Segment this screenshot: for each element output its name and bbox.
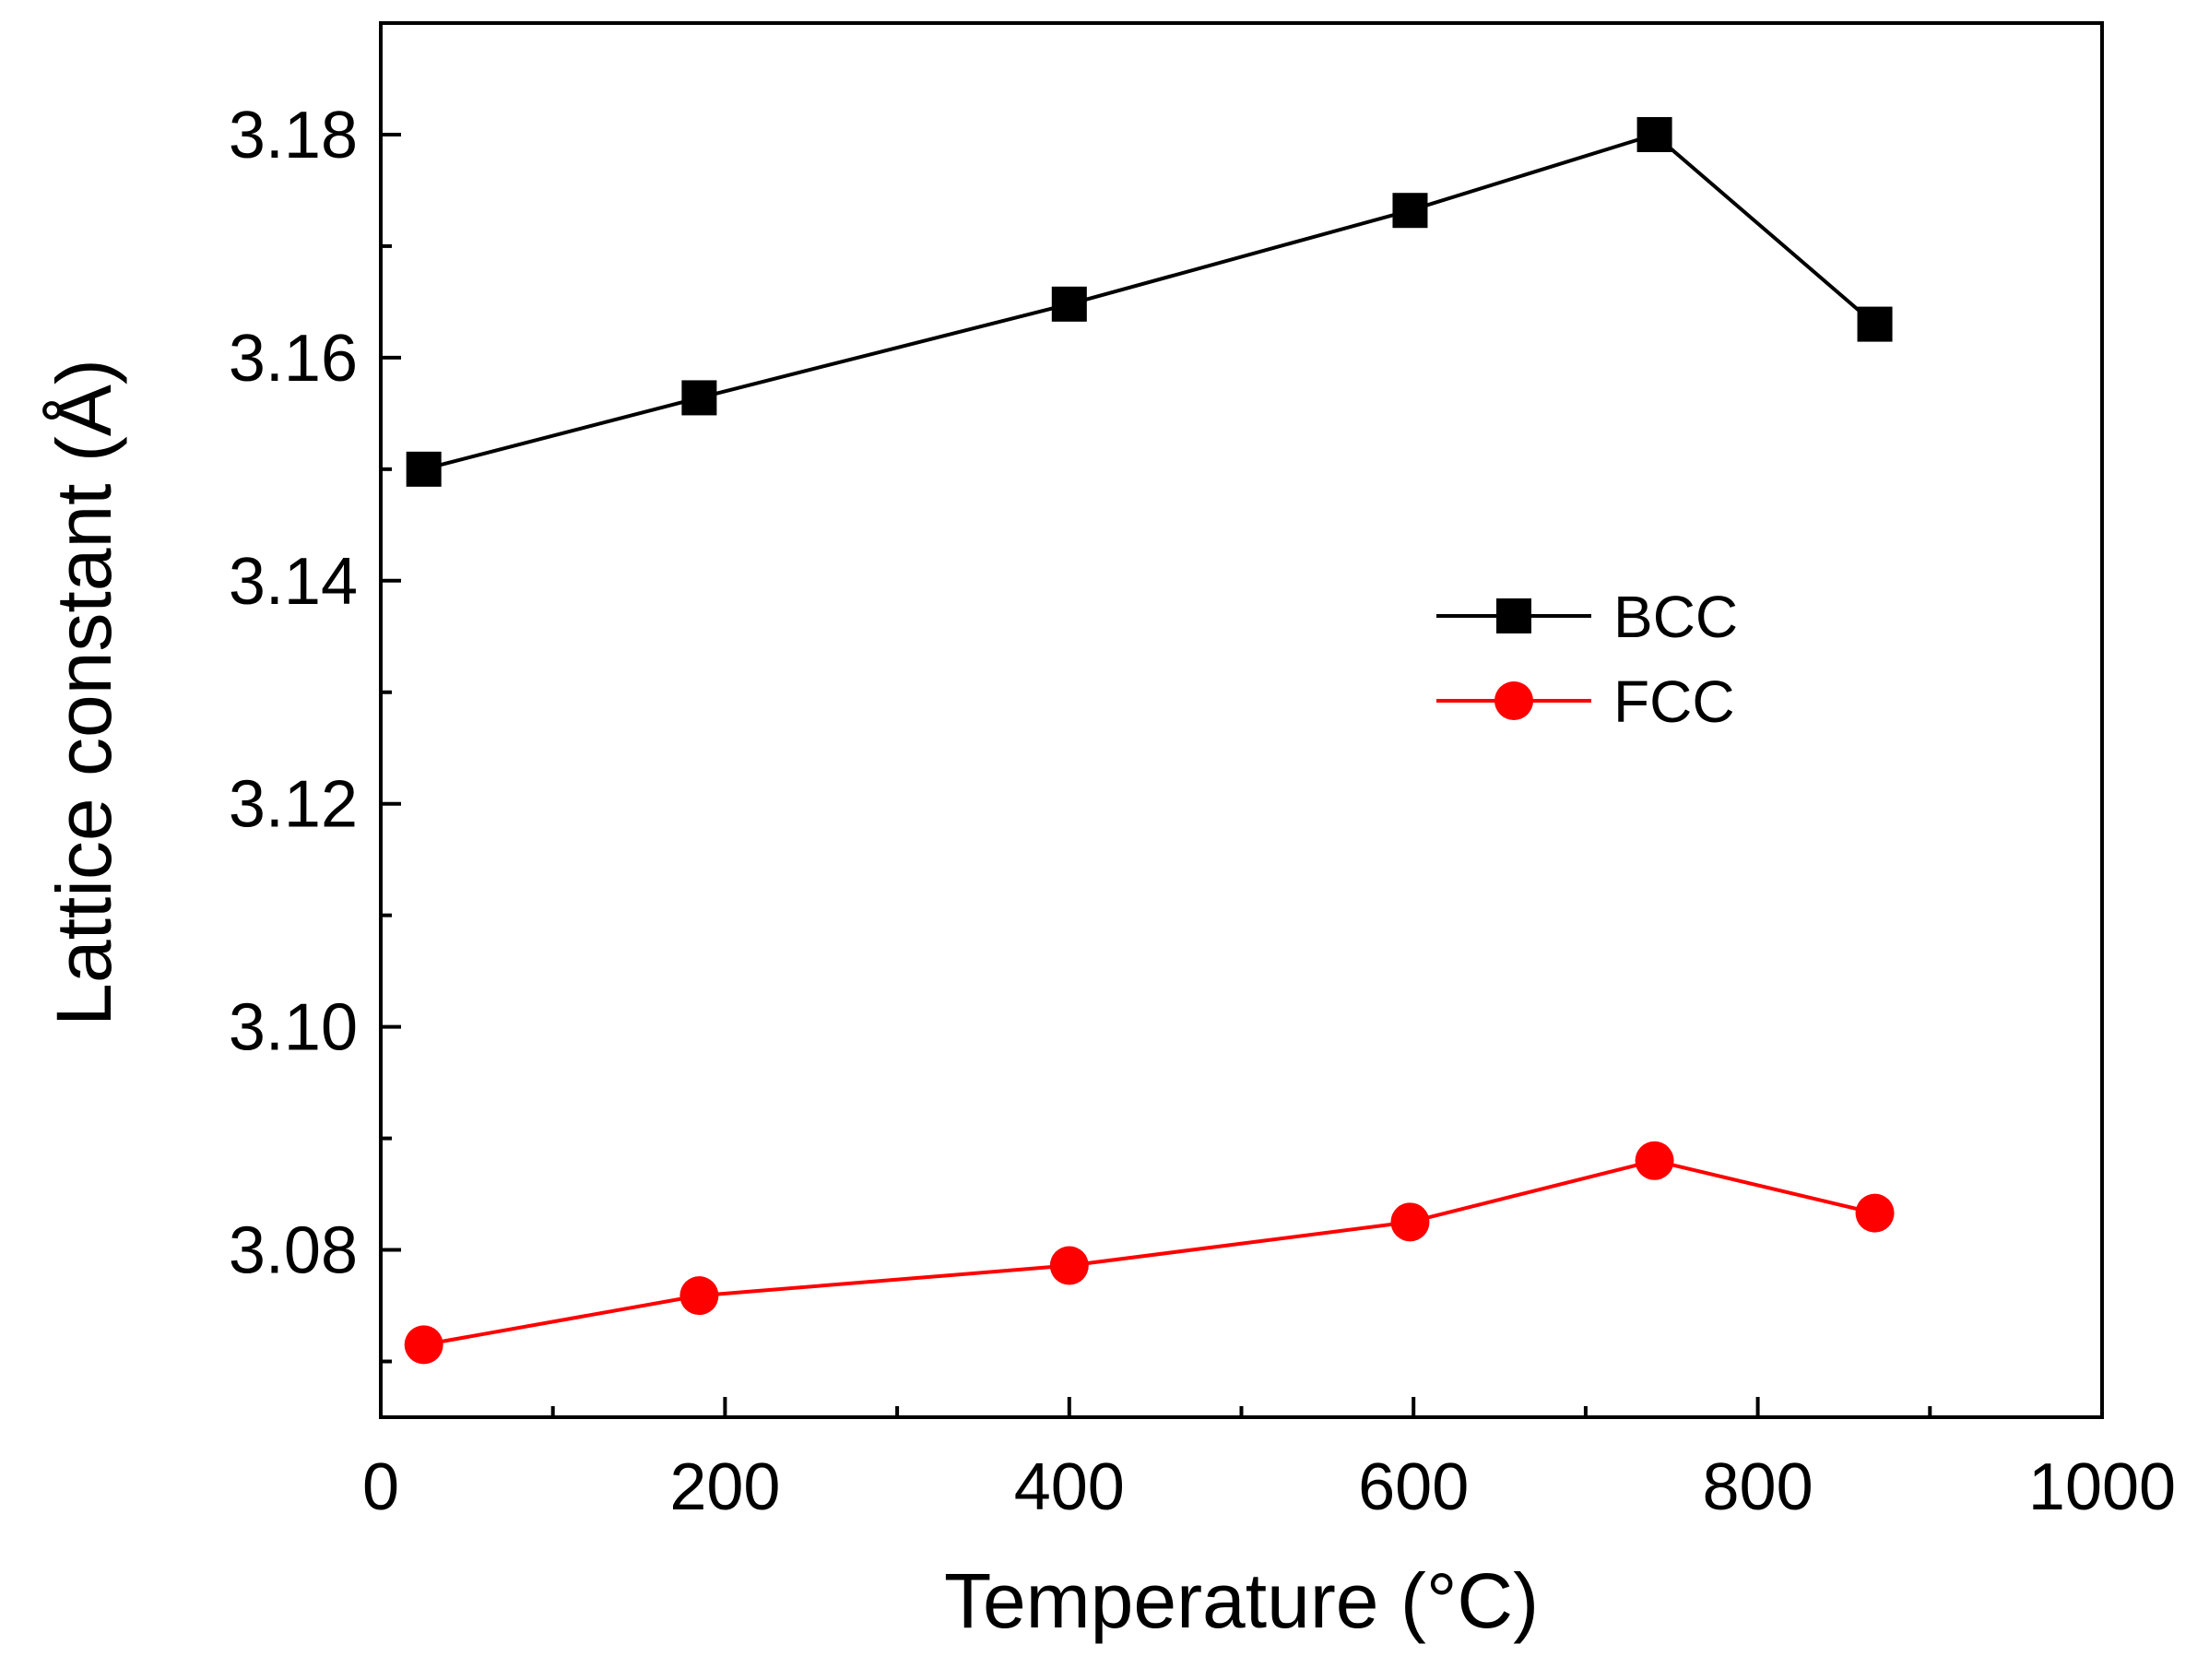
tick-labels: 0 200 400 600 800 1000 3.08 3.10 3.12 3.14 3.16 3.1…	[229, 99, 2176, 1524]
fcc-data-point	[404, 1325, 443, 1365]
x-tick-label: 600	[1358, 1450, 1469, 1524]
y-tick-label: 3.08	[229, 1214, 358, 1288]
x-tick-label: 200	[669, 1450, 780, 1524]
x-tick-label: 0	[362, 1450, 399, 1524]
x-tick-label: 400	[1014, 1450, 1125, 1524]
x-axis-title: Temperature (°C)	[944, 1557, 1539, 1644]
bcc-data-point	[1636, 116, 1672, 152]
legend-marker-bcc	[1496, 598, 1531, 633]
y-axis-title: Lattice constant (Å)	[41, 359, 127, 1026]
y-tick-label: 3.12	[229, 768, 358, 842]
fcc-data-point	[679, 1276, 719, 1316]
fcc-data-point	[1855, 1193, 1895, 1233]
legend: BCC FCC	[1436, 584, 1738, 735]
legend-label-fcc: FCC	[1613, 668, 1735, 735]
bcc-data-point	[681, 380, 717, 416]
fcc-data-point	[1390, 1202, 1430, 1242]
bcc-data-point	[1392, 193, 1428, 229]
legend-label-bcc: BCC	[1613, 584, 1738, 650]
y-tick-label: 3.14	[229, 545, 358, 619]
y-tick-label: 3.18	[229, 99, 358, 172]
bcc-series-line	[423, 132, 1876, 471]
legend-marker-fcc	[1494, 681, 1533, 720]
x-tick-label: 800	[1703, 1450, 1813, 1524]
data-series	[404, 116, 1895, 1365]
bcc-data-point	[406, 451, 442, 487]
bcc-data-point	[1051, 286, 1087, 322]
plot-frame	[379, 21, 2104, 1419]
y-tick-label: 3.10	[229, 991, 358, 1065]
bcc-data-point	[1857, 306, 1893, 342]
x-tick-label: 1000	[2028, 1450, 2176, 1524]
fcc-data-point	[1049, 1246, 1089, 1285]
fcc-series-line	[423, 1158, 1876, 1347]
fcc-data-point	[1635, 1141, 1674, 1180]
y-tick-label: 3.16	[229, 322, 358, 396]
